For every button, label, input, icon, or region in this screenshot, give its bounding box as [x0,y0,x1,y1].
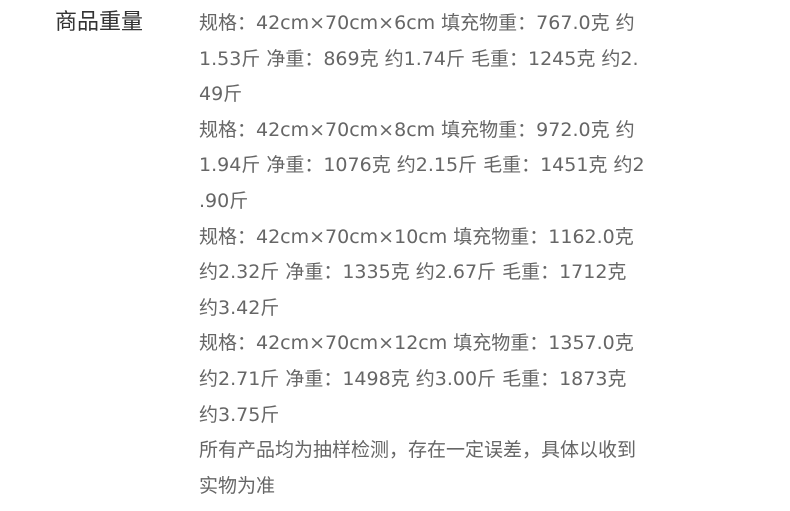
spec-line: 1.53斤 净重：869克 约1.74斤 毛重：1245克 约2. [199,47,639,70]
spec-line: 规格：42cm×70cm×12cm 填充物重：1357.0克 [199,332,634,355]
disclaimer-line: 实物为准 [199,474,276,497]
spec-line: 1.94斤 净重：1076克 约2.15斤 毛重：1451克 约2 [199,154,645,177]
product-weight-details: 规格：42cm×70cm×6cm 填充物重：767.0克 约 1.53斤 净重：… [199,6,759,504]
spec-line: 规格：42cm×70cm×6cm 填充物重：767.0克 约 [199,12,635,34]
product-weight-label: 商品重量 [55,10,144,35]
spec-line: 约3.75斤 [199,403,280,426]
spec-line: 约2.32斤 净重：1335克 约2.67斤 毛重：1712克 [199,261,627,284]
spec-line: 49斤 [199,83,243,106]
spec-line: 规格：42cm×70cm×8cm 填充物重：972.0克 约 [199,118,635,141]
spec-line: 规格：42cm×70cm×10cm 填充物重：1162.0克 [199,225,634,248]
spec-line: .90斤 [199,189,249,212]
spec-line: 约2.71斤 净重：1498克 约3.00斤 毛重：1873克 [199,367,627,390]
spec-line: 约3.42斤 [199,296,280,319]
disclaimer-line: 所有产品均为抽样检测，存在一定误差，具体以收到 [199,439,637,462]
